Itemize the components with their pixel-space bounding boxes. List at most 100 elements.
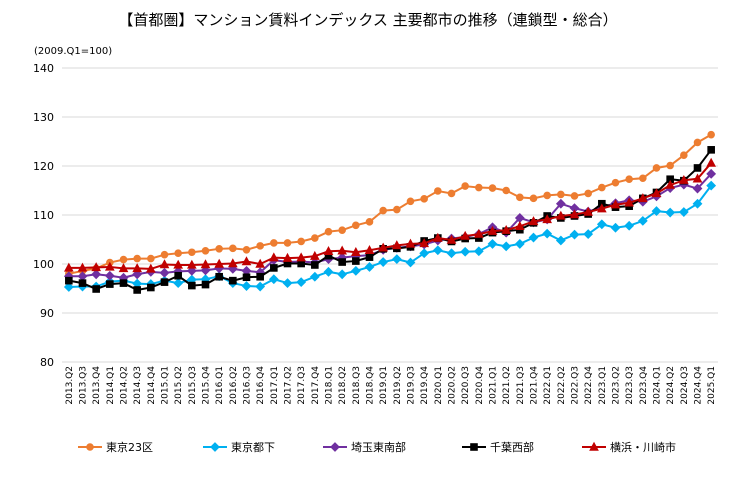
data-point <box>391 254 402 265</box>
data-point <box>159 259 170 269</box>
x-tick-label: 2019.Q4 <box>420 366 430 405</box>
data-point <box>242 245 251 254</box>
data-point <box>268 274 279 285</box>
data-point <box>63 282 74 292</box>
data-point <box>147 254 155 263</box>
x-tick-label: 2014.Q2 <box>120 366 130 405</box>
data-point <box>625 175 633 184</box>
data-point <box>352 257 360 265</box>
data-point <box>282 252 293 262</box>
data-point <box>65 276 73 285</box>
unit-note: (2009.Q1=100) <box>34 46 112 57</box>
data-point <box>364 262 375 272</box>
data-point <box>589 441 599 451</box>
data-point <box>338 226 346 234</box>
x-tick-label: 2021.Q4 <box>530 366 540 405</box>
data-point <box>215 272 223 281</box>
data-point <box>227 258 238 268</box>
data-point <box>639 174 647 183</box>
data-point <box>309 271 320 282</box>
data-point <box>174 271 182 280</box>
data-point <box>350 265 361 276</box>
data-point <box>270 264 278 272</box>
x-tick-label: 2019.Q1 <box>379 366 389 405</box>
y-tick-label: 100 <box>33 258 54 271</box>
y-tick-label: 120 <box>33 160 54 173</box>
data-point <box>133 286 141 294</box>
data-point <box>118 263 129 273</box>
legend-label: 東京都下 <box>231 440 275 454</box>
x-tick-label: 2020.Q3 <box>461 366 471 405</box>
data-point <box>461 182 469 190</box>
data-point <box>516 193 524 202</box>
x-tick-label: 2017.Q4 <box>311 366 321 405</box>
data-point <box>63 262 74 272</box>
data-point <box>528 232 539 243</box>
legend-item: 東京23区 <box>78 440 153 454</box>
data-point <box>186 265 197 276</box>
y-tick-label: 110 <box>33 209 54 222</box>
data-point <box>514 221 525 230</box>
data-point <box>160 250 169 259</box>
legend-label: 千葉西部 <box>490 440 534 454</box>
legend-label: 横浜・川崎市 <box>610 440 676 454</box>
data-point <box>200 265 211 276</box>
data-point <box>160 278 169 286</box>
legend-item: 埼玉東南部 <box>323 440 406 454</box>
data-point <box>651 206 662 216</box>
data-point <box>283 239 292 247</box>
data-point <box>598 183 606 192</box>
data-point <box>268 252 279 262</box>
grid-lines <box>62 67 718 363</box>
data-point <box>201 280 210 289</box>
x-tick-label: 2023.Q1 <box>598 366 608 405</box>
data-point <box>323 266 334 277</box>
x-tick-label: 2013.Q3 <box>79 366 89 405</box>
data-point <box>229 244 237 253</box>
data-point <box>542 214 553 224</box>
x-tick-label: 2025.Q1 <box>707 366 717 405</box>
data-point <box>637 215 648 226</box>
data-point <box>665 179 676 189</box>
data-point <box>350 246 361 256</box>
data-point <box>706 157 717 167</box>
data-point <box>86 443 94 451</box>
x-tick-label: 2013.Q2 <box>65 366 75 405</box>
x-tick-label: 2018.Q3 <box>352 366 362 405</box>
y-tick-label: 90 <box>40 307 54 320</box>
data-point <box>570 192 579 200</box>
x-tick-label: 2021.Q2 <box>502 366 512 405</box>
x-tick-label: 2015.Q1 <box>161 366 171 405</box>
x-tick-label: 2014.Q1 <box>106 366 116 405</box>
data-point <box>270 239 278 247</box>
data-point <box>311 261 319 269</box>
data-point <box>420 195 428 203</box>
x-tick-label: 2019.Q2 <box>393 366 403 405</box>
data-point <box>610 199 621 209</box>
series-東京都下 <box>63 180 717 292</box>
data-point <box>132 269 143 280</box>
data-point <box>405 257 416 268</box>
data-point <box>419 238 430 248</box>
data-point <box>447 189 456 198</box>
data-point <box>528 216 539 226</box>
data-point <box>323 246 334 255</box>
data-point <box>488 184 497 192</box>
data-point <box>159 267 170 278</box>
y-tick-label: 80 <box>40 356 54 369</box>
legend-item: 横浜・川崎市 <box>582 440 676 454</box>
series-横浜・川崎市 <box>63 157 717 273</box>
data-point <box>229 276 237 285</box>
x-tick-label: 2023.Q3 <box>625 366 635 405</box>
data-point <box>596 203 607 213</box>
data-point <box>693 138 702 147</box>
x-tick-label: 2022.Q1 <box>543 366 553 405</box>
data-point <box>391 240 402 250</box>
data-point <box>678 207 689 217</box>
data-point <box>707 146 715 154</box>
data-point <box>106 280 114 288</box>
x-tick-label: 2017.Q1 <box>270 366 280 405</box>
data-point <box>91 269 102 280</box>
data-point <box>77 271 88 282</box>
